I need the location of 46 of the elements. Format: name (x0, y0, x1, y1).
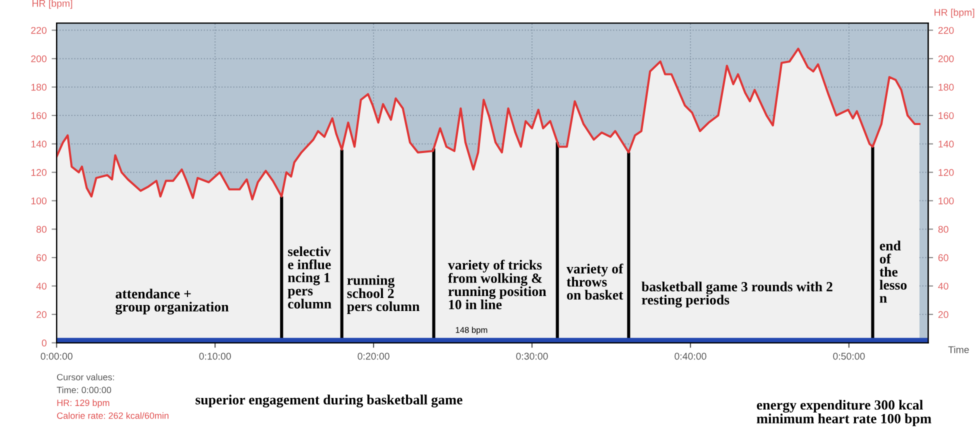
text: Calorie rate: 262 kcal/60min (57, 412, 168, 419)
y-tick-label: 100 (31, 197, 47, 204)
text: energy expenditure 300 kcal minimum heart rate 100 bpm (756, 400, 932, 426)
annotation: basketball game 3 rounds with 2 resting periods (642, 282, 832, 308)
y2-tick-label: 100 (938, 197, 954, 204)
annotation: selectiv e influe ncing 1 pers column (288, 246, 332, 309)
y-tick-label: 140 (31, 140, 47, 148)
x-axis-title: Time (948, 346, 969, 354)
text: Time: 0:00:00 (56, 386, 112, 394)
y-tick-label: 220 (31, 26, 47, 34)
y-tick-label: 40 (36, 282, 47, 290)
y2-tick-label: 80 (938, 226, 948, 233)
y2-tick-label: 200 (938, 55, 954, 62)
text: superior engagement during basketball game (196, 394, 462, 408)
y-tick-label: 120 (31, 169, 47, 176)
annotation: variety of tricks from wolking & running position 10 in line (448, 260, 546, 310)
y2-axis-title: HR [bpm] (934, 8, 974, 18)
y-tick-label: 200 (31, 55, 47, 62)
x-tick-label: 0:40:00 (674, 352, 706, 360)
y2-tick-label: 140 (938, 140, 954, 148)
y-axis-title: HR [bpm] (32, 0, 72, 9)
y-tick-label: 60 (36, 254, 47, 262)
annotation: 148 bpm (456, 326, 488, 335)
y2-tick-label: 160 (938, 112, 954, 120)
annotation: end of the lesso n (880, 240, 907, 303)
annotation: running school 2 pers column (347, 275, 420, 314)
annotation: variety of throws on basket (566, 264, 624, 300)
y-tick-label: 0 (42, 340, 47, 346)
x-tick-label: 0:00:00 (40, 352, 72, 360)
y2-tick-label: 220 (938, 26, 954, 34)
y2-tick-label: 40 (938, 282, 948, 290)
y-tick-label: 180 (31, 84, 47, 91)
text: Cursor values: (57, 374, 114, 380)
annotation: attendance + group organization (116, 288, 229, 314)
y2-tick-label: 60 (938, 254, 948, 262)
y-tick-label: 160 (31, 112, 47, 120)
x-tick-label: 0:50:00 (833, 352, 865, 360)
y2-tick-label: 120 (938, 169, 954, 176)
x-tick-label: 0:30:00 (516, 352, 548, 360)
y-tick-label: 80 (36, 226, 47, 233)
text: HR: 129 bpm (57, 399, 110, 408)
x-tick-label: 0:20:00 (358, 352, 390, 360)
y2-tick-label: 180 (938, 84, 954, 91)
y-tick-label: 20 (36, 311, 47, 318)
x-tick-label: 0:10:00 (199, 352, 231, 360)
y2-tick-label: 20 (938, 311, 948, 318)
